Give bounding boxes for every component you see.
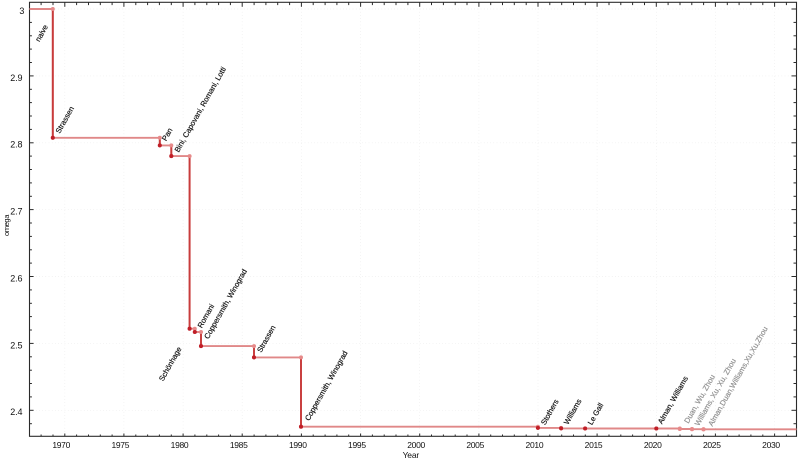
svg-text:1990: 1990 (289, 440, 307, 450)
svg-text:2.9: 2.9 (10, 73, 22, 83)
svg-text:1995: 1995 (348, 440, 366, 450)
svg-text:2.7: 2.7 (10, 207, 22, 217)
svg-text:2030: 2030 (762, 440, 780, 450)
svg-text:omega: omega (2, 214, 11, 236)
svg-text:1975: 1975 (111, 440, 129, 450)
svg-text:1985: 1985 (230, 440, 248, 450)
svg-text:1970: 1970 (52, 440, 70, 450)
svg-text:2.5: 2.5 (10, 340, 22, 350)
svg-text:2015: 2015 (585, 440, 603, 450)
svg-text:1980: 1980 (171, 440, 189, 450)
svg-text:2000: 2000 (407, 440, 425, 450)
svg-text:2005: 2005 (466, 440, 484, 450)
svg-text:2.4: 2.4 (10, 407, 22, 417)
svg-text:2020: 2020 (644, 440, 662, 450)
svg-text:2.8: 2.8 (10, 140, 22, 150)
svg-text:3: 3 (19, 6, 24, 16)
svg-text:Year: Year (403, 450, 420, 460)
svg-text:2010: 2010 (526, 440, 544, 450)
svg-text:2025: 2025 (703, 440, 721, 450)
svg-text:2.6: 2.6 (10, 273, 22, 283)
